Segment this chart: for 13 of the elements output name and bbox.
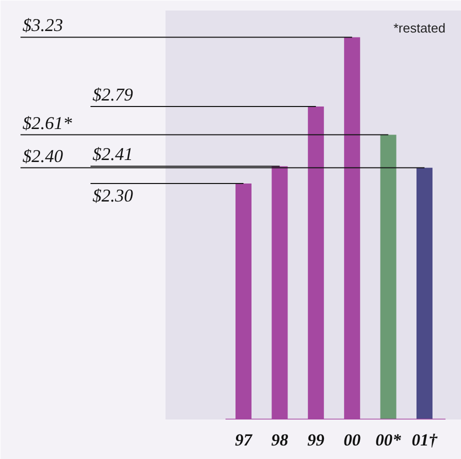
data-label: $3.23 xyxy=(22,15,63,36)
data-label: $2.61* xyxy=(22,112,72,133)
annotation: *restated xyxy=(393,20,446,36)
x-tick-label: 98 xyxy=(271,430,289,450)
x-tick-label: 00* xyxy=(376,430,402,450)
x-tick-label: 99 xyxy=(307,430,325,450)
data-label: $2.30 xyxy=(92,186,133,206)
data-label: $2.41 xyxy=(92,144,133,164)
data-label: $2.40 xyxy=(22,146,63,166)
x-tick-label: 00 xyxy=(344,430,362,450)
x-tick-label: 97 xyxy=(235,430,254,450)
data-label: $2.79 xyxy=(92,84,133,104)
x-tick-label: 01† xyxy=(412,430,438,450)
